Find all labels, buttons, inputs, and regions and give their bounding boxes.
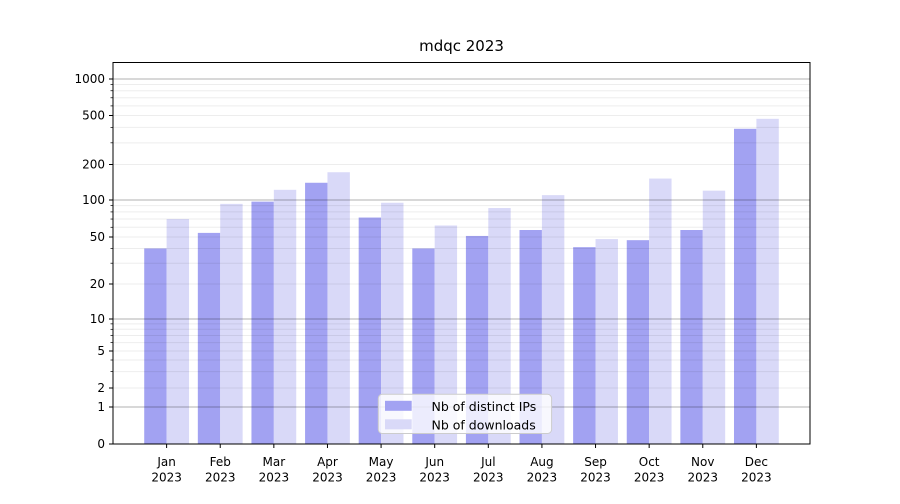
y-axis-tick-label: 10 (90, 312, 105, 326)
x-axis-month-label: Aug 2023 (527, 455, 558, 485)
bar-mar-distinct-ips (251, 201, 274, 444)
y-axis-tick-label: 500 (82, 109, 105, 123)
bar-apr-downloads (327, 172, 350, 445)
bar-feb-distinct-ips (197, 232, 221, 444)
legend-swatch-downloads (385, 419, 412, 430)
y-axis-tick-label: 5 (97, 344, 105, 358)
y-axis-tick-label: 20 (90, 277, 105, 291)
x-axis-month-label: Apr 2023 (312, 455, 343, 485)
legend-label-downloads: Nb of downloads (432, 418, 536, 433)
legend: Nb of distinct IPs Nb of downloads (377, 393, 553, 434)
x-axis-month-label: Nov 2023 (687, 455, 718, 485)
bar-mar-downloads (273, 189, 297, 444)
x-axis-month-label: Oct 2023 (634, 455, 665, 485)
y-axis-tick-label: 100 (82, 193, 105, 207)
bar-dec-downloads (756, 118, 779, 445)
x-axis-month-label: Dec 2023 (741, 455, 772, 485)
y-axis-group: 0 1 2 5 10 20 50 100 200 500 1000 (74, 72, 113, 451)
bar-sep-distinct-ips (573, 247, 596, 444)
bar-may-distinct-ips (358, 217, 382, 444)
bar-may-downloads (381, 202, 404, 444)
x-axis-group: Jan 2023 Feb 2023 Mar 2023 Apr 2023 May 2023 Jun 20… (151, 444, 772, 485)
y-axis-tick-label: 200 (82, 158, 105, 172)
y-axis-tick-label: 1 (97, 400, 105, 414)
bar-aug-distinct-ips (519, 230, 542, 444)
x-axis-month-label: May 2023 (366, 455, 397, 485)
bar-feb-downloads (220, 203, 243, 444)
legend-swatch-distinct-ips (385, 400, 412, 411)
y-axis-tick-label: 50 (90, 230, 105, 244)
bar-dec-distinct-ips (733, 128, 757, 444)
plot-border (112, 62, 811, 445)
x-axis-month-label: Jan 2023 (151, 455, 182, 485)
bar-nov-downloads (702, 190, 726, 444)
x-axis-month-label: Mar 2023 (259, 455, 290, 485)
x-axis-month-label: Jun 2023 (419, 455, 450, 485)
y-axis-tick-label: 2 (97, 381, 105, 395)
bar-jun-downloads (434, 225, 458, 444)
bar-nov-distinct-ips (680, 230, 703, 444)
bar-aug-downloads (541, 195, 565, 444)
chart-title: mdqc 2023 (419, 37, 504, 55)
gridlines-group (113, 78, 810, 408)
x-axis-month-label: Sep 2023 (580, 455, 611, 485)
bar-oct-distinct-ips (626, 240, 650, 444)
bar-jan-distinct-ips (144, 248, 167, 444)
bar-jul-downloads (488, 208, 511, 444)
bar-jan-downloads (166, 219, 190, 444)
bar-oct-downloads (649, 178, 672, 444)
bars-group (144, 118, 779, 445)
y-axis-tick-label: 0 (97, 437, 105, 451)
y-axis-tick-label: 1000 (74, 72, 105, 86)
bar-jul-distinct-ips (465, 235, 489, 444)
x-axis-month-label: Jul 2023 (473, 455, 504, 485)
legend-label-distinct-ips: Nb of distinct IPs (432, 399, 537, 414)
bar-apr-distinct-ips (305, 182, 328, 445)
x-axis-month-label: Feb 2023 (205, 455, 236, 485)
bar-sep-downloads (595, 239, 618, 444)
legend-box (377, 393, 553, 434)
